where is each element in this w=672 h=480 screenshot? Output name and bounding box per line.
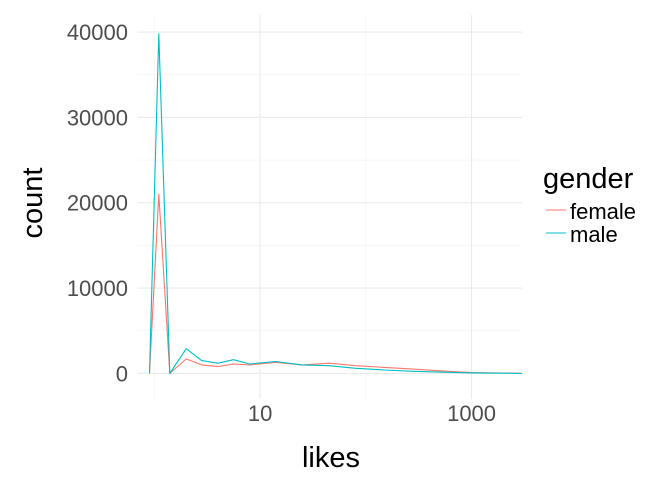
legend-label-male: male <box>570 222 618 247</box>
y-tick-label: 20000 <box>67 191 128 216</box>
y-tick-label: 10000 <box>67 276 128 301</box>
y-tick-label: 30000 <box>67 105 128 130</box>
y-axis-ticks: 0 10000 20000 30000 40000 <box>67 20 128 386</box>
y-tick-label: 0 <box>116 361 128 386</box>
x-axis-ticks: 10 1000 <box>248 401 496 426</box>
x-tick-label: 1000 <box>447 401 496 426</box>
plot-grid <box>138 15 522 399</box>
x-tick-label: 10 <box>248 401 272 426</box>
y-tick-label: 40000 <box>67 20 128 45</box>
x-axis-title: likes <box>302 442 360 474</box>
legend-title: gender <box>543 163 634 195</box>
series-line-male <box>148 33 523 374</box>
y-axis-title: count <box>17 168 49 239</box>
series-line-female <box>148 193 523 374</box>
legend-label-female: female <box>570 199 636 224</box>
series-layer <box>148 33 523 374</box>
